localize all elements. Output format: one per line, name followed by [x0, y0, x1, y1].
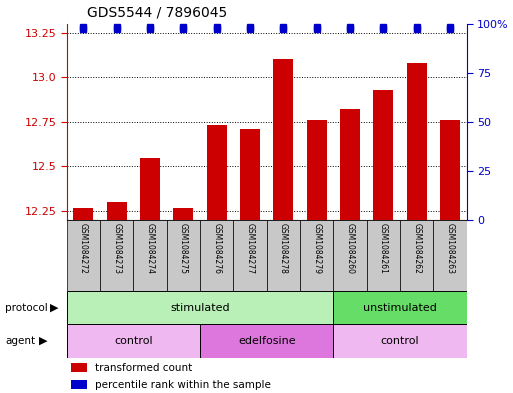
Bar: [233, 220, 267, 291]
Bar: [71, 380, 87, 389]
Bar: [333, 324, 467, 358]
Text: stimulated: stimulated: [170, 303, 230, 312]
Bar: [273, 59, 293, 220]
Bar: [107, 202, 127, 220]
Bar: [307, 120, 327, 220]
Text: protocol: protocol: [5, 303, 48, 312]
Text: GSM1084278: GSM1084278: [279, 223, 288, 274]
Text: GSM1084261: GSM1084261: [379, 223, 388, 274]
Text: unstimulated: unstimulated: [363, 303, 437, 312]
Text: percentile rank within the sample: percentile rank within the sample: [95, 380, 270, 389]
Bar: [333, 291, 467, 324]
Text: GSM1084279: GSM1084279: [312, 223, 321, 274]
Bar: [433, 220, 467, 291]
Bar: [200, 324, 333, 358]
Text: GSM1084275: GSM1084275: [179, 223, 188, 274]
Bar: [167, 220, 200, 291]
Bar: [300, 220, 333, 291]
Bar: [100, 220, 133, 291]
Text: GSM1084272: GSM1084272: [79, 223, 88, 274]
Bar: [71, 363, 87, 373]
Text: transformed count: transformed count: [95, 362, 192, 373]
Text: ▶: ▶: [38, 336, 47, 346]
Bar: [400, 220, 433, 291]
Text: GDS5544 / 7896045: GDS5544 / 7896045: [87, 6, 227, 20]
Text: GSM1084277: GSM1084277: [246, 223, 254, 274]
Bar: [67, 220, 100, 291]
Text: control: control: [381, 336, 420, 346]
Bar: [367, 220, 400, 291]
Bar: [73, 208, 93, 220]
Text: GSM1084276: GSM1084276: [212, 223, 221, 274]
Bar: [373, 90, 393, 220]
Text: edelfosine: edelfosine: [238, 336, 295, 346]
Bar: [340, 109, 360, 220]
Bar: [407, 63, 427, 220]
Bar: [173, 208, 193, 220]
Text: agent: agent: [5, 336, 35, 346]
Bar: [67, 324, 200, 358]
Bar: [67, 291, 333, 324]
Bar: [140, 158, 160, 220]
Text: ▶: ▶: [50, 303, 59, 312]
Text: GSM1084260: GSM1084260: [346, 223, 354, 274]
Text: GSM1084262: GSM1084262: [412, 223, 421, 274]
Bar: [440, 120, 460, 220]
Text: GSM1084274: GSM1084274: [146, 223, 154, 274]
Text: GSM1084263: GSM1084263: [446, 223, 455, 274]
Text: GSM1084273: GSM1084273: [112, 223, 121, 274]
Text: control: control: [114, 336, 153, 346]
Bar: [333, 220, 367, 291]
Bar: [200, 220, 233, 291]
Bar: [240, 129, 260, 220]
Bar: [267, 220, 300, 291]
Bar: [133, 220, 167, 291]
Bar: [207, 125, 227, 220]
